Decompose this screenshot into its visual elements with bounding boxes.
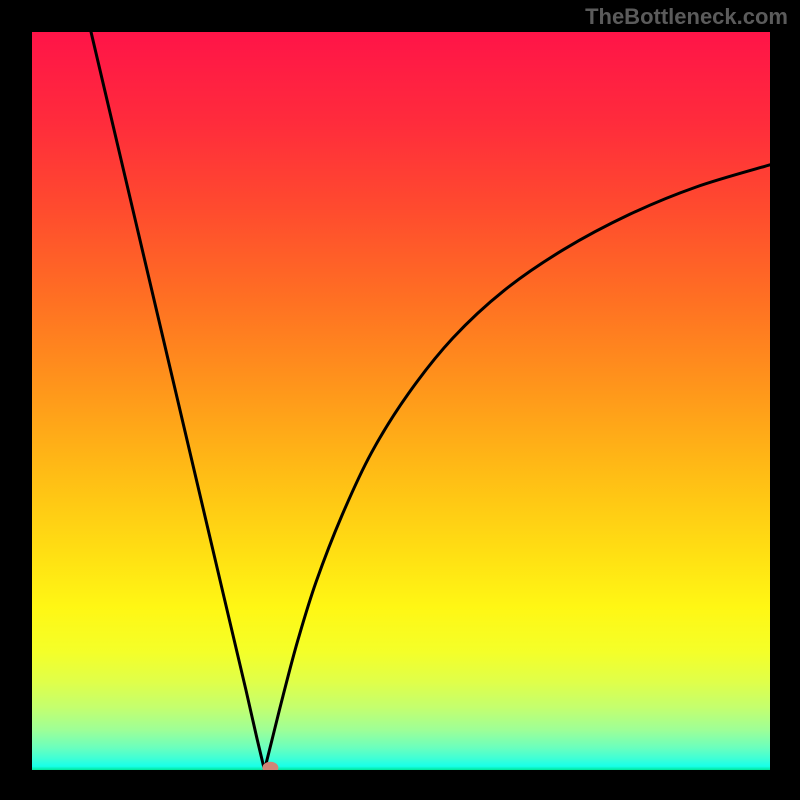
watermark-text: TheBottleneck.com <box>585 4 788 30</box>
bottleneck-curve <box>91 32 770 770</box>
figure-canvas: TheBottleneck.com <box>0 0 800 800</box>
plot-area <box>32 32 770 770</box>
curve-layer <box>32 32 770 770</box>
